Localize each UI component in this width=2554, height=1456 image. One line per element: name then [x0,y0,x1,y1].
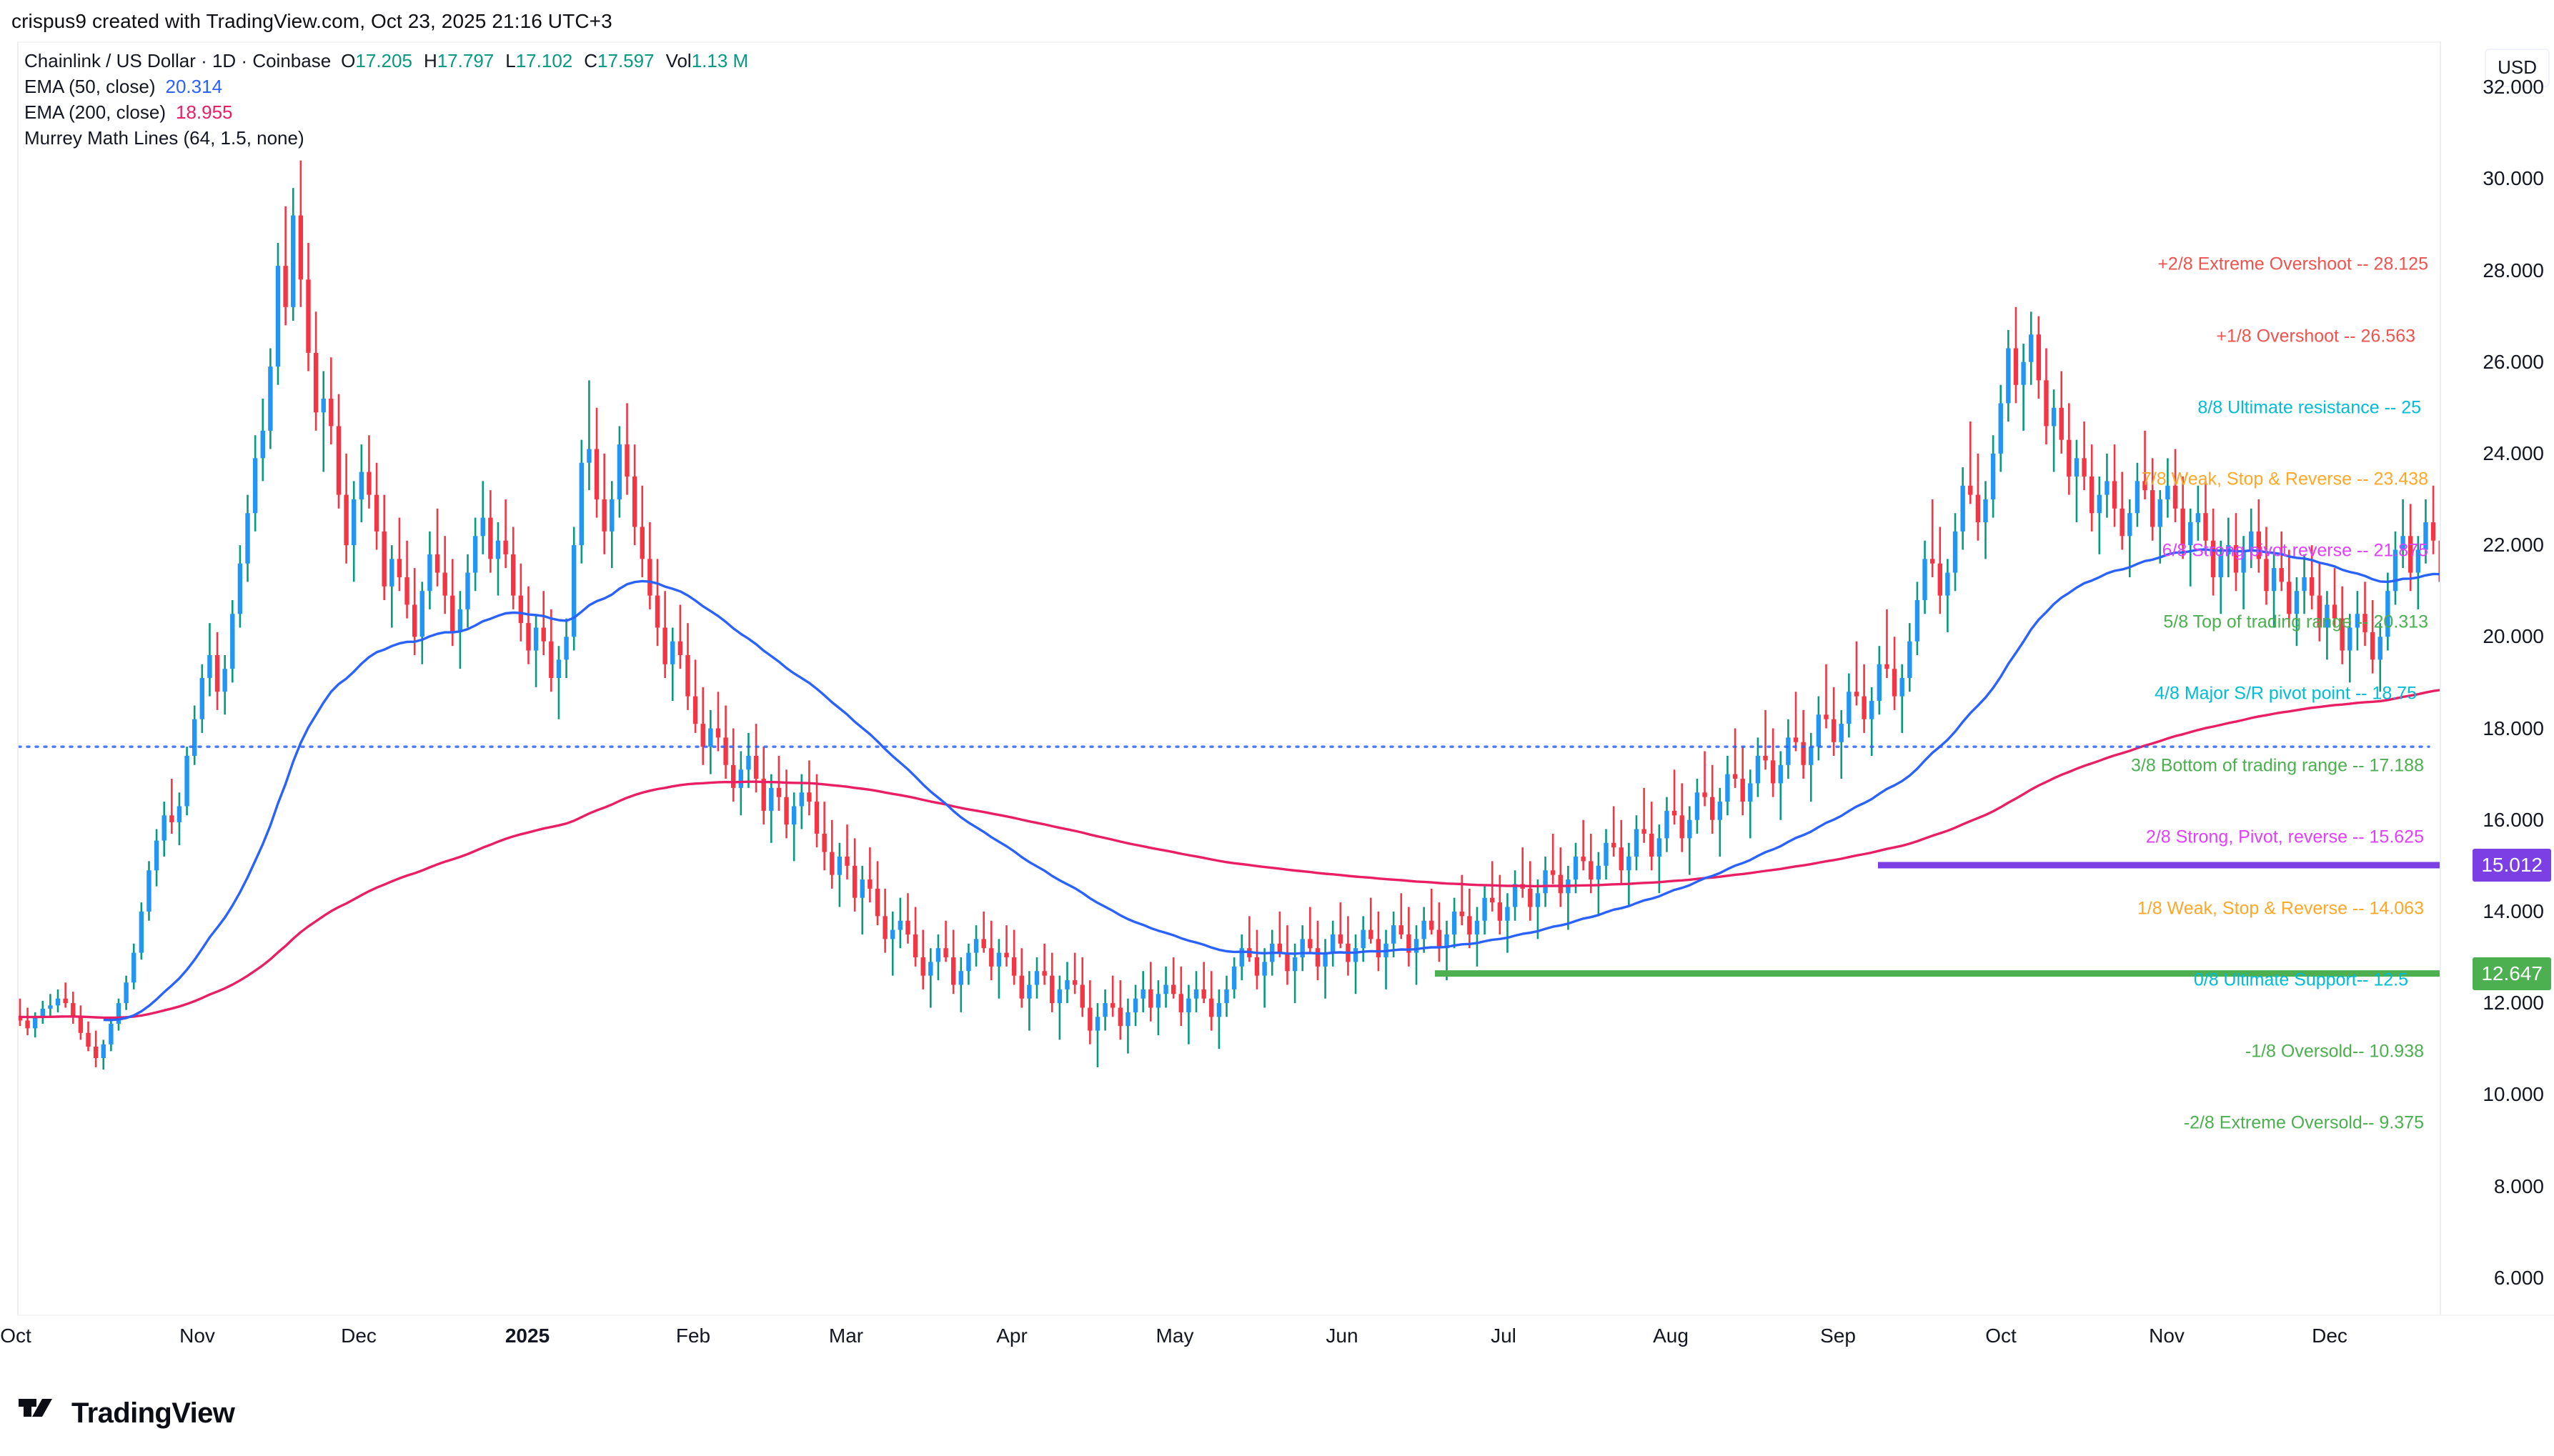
time-axis[interactable]: Oct Nov Dec 2025 Feb Mar Apr May Jun Jul Aug Sep Oct… [0,1315,2554,1362]
ohlc-item: L17.102 [505,50,572,72]
price-tick: 20.000 [2483,625,2544,648]
ohlc-value: 17.205 [355,50,412,71]
murrey-level-label: 5/8 Top of trading range -- 20.313 [2163,612,2428,632]
murrey-level-label: 6/8 Strong pivot reverse -- 21.875 [2162,540,2428,561]
ohlc-item: H17.797 [424,50,494,72]
legend-symbol-row[interactable]: Chainlink / US Dollar · 1D · Coinbase O17… [24,50,760,74]
price-tick: 26.000 [2483,350,2544,373]
ohlc-value: 17.102 [515,50,573,71]
time-tick: Mar [828,1325,864,1347]
ohlc-item: C17.597 [584,50,654,72]
murrey-level-label: +1/8 Overshoot -- 26.563 [2216,326,2415,346]
time-tick: May [1156,1325,1194,1347]
ohlc-values: O17.205 H17.797 L17.102 C17.597 Vol1.13 M [341,50,760,72]
price-tick: 16.000 [2483,808,2544,831]
ema-200-line [19,689,2440,1019]
price-tick: 30.000 [2483,167,2544,190]
price-tick: 18.000 [2483,717,2544,739]
price-tick: 6.000 [2493,1266,2544,1289]
murrey-level-label: 8/8 Ultimate resistance -- 25 [2197,397,2421,418]
ohlc-key: H [423,50,437,71]
price-tick: 14.000 [2483,899,2544,922]
tradingview-logo-text: TradingView [71,1397,235,1429]
attribution-text: crispus9 created with TradingView.com, O… [11,10,612,32]
price-level-badge[interactable]: 15.012 [2473,849,2551,882]
ohlc-key: O [341,50,356,71]
price-tick: 32.000 [2483,76,2544,99]
price-tick: 28.000 [2483,259,2544,281]
murrey-level-label: 3/8 Bottom of trading range -- 17.188 [2131,755,2424,776]
murrey-level-label: +2/8 Extreme Overshoot -- 28.125 [2157,254,2428,274]
price-tick: 24.000 [2483,442,2544,464]
ohlc-value: 17.797 [437,50,495,71]
indicator-name: EMA (200, close) [24,101,166,123]
currency-badge[interactable]: USD [2485,49,2550,87]
time-tick: Nov [179,1325,215,1347]
ohlc-key: L [505,50,516,71]
price-tick: 10.000 [2483,1083,2544,1106]
murrey-level-label: 0/8 Ultimate Support-- 12.5 [2193,969,2408,990]
time-tick: Jun [1326,1325,1358,1347]
ohlc-key: C [584,50,598,71]
indicator-name: EMA (50, close) [24,76,156,97]
ema-50-line [103,548,2440,1022]
legend-indicator-row[interactable]: Murrey Math Lines (64, 1.5, none) [24,127,760,151]
tradingview-footer[interactable]: TradingView [19,1397,235,1430]
murrey-level-label: 7/8 Weak, Stop & Reverse -- 23.438 [2141,469,2428,489]
ohlc-key: Vol [665,50,692,71]
price-chart-plot[interactable] [19,43,2440,1313]
time-tick: Jul [1491,1325,1516,1347]
time-tick: Oct [1985,1325,2017,1347]
indicator-value: 18.955 [175,101,233,123]
murrey-level-label: -1/8 Oversold-- 10.938 [2245,1041,2424,1062]
murrey-level-label: -2/8 Extreme Oversold-- 9.375 [2183,1112,2424,1133]
legend-indicator-row[interactable]: EMA (50, close) 20.314 [24,76,760,100]
price-level-badge[interactable]: 12.647 [2473,957,2551,990]
time-tick: Dec [341,1325,377,1347]
symbol-title: Chainlink / US Dollar · 1D · Coinbase [24,50,332,71]
ohlc-value: 17.597 [597,50,655,71]
price-tick: 22.000 [2483,534,2544,557]
chart-frame [17,41,2554,1315]
chart-legend: Chainlink / US Dollar · 1D · Coinbase O17… [24,50,760,151]
ohlc-item: Vol1.13 M [666,50,749,72]
price-tick: 8.000 [2493,1175,2544,1197]
price-tick: 12.000 [2483,992,2544,1014]
time-tick: Apr [996,1325,1028,1347]
murrey-level-label: 4/8 Major S/R pivot point -- 18.75 [2155,683,2417,704]
tradingview-logo-icon [19,1397,60,1430]
time-tick: Oct [0,1325,31,1347]
ohlc-item: O17.205 [341,50,412,72]
time-tick: Sep [1820,1325,1856,1347]
ohlc-value: 1.13 M [691,50,749,71]
price-axis[interactable]: USD 32.000 30.000 28.000 26.000 24.000 22.000 2… [2440,41,2554,1315]
candlestick-series [19,160,2440,1070]
time-tick: Aug [1653,1325,1689,1347]
murrey-level-label: 1/8 Weak, Stop & Reverse -- 14.063 [2137,898,2424,919]
time-tick: 2025 [505,1325,550,1347]
indicator-value: 20.314 [165,76,223,97]
murrey-level-label: 2/8 Strong, Pivot, reverse -- 15.625 [2145,827,2424,847]
time-tick: Feb [675,1325,711,1347]
indicator-name: Murrey Math Lines (64, 1.5, none) [24,127,304,149]
time-tick: Nov [2149,1325,2185,1347]
legend-indicator-row[interactable]: EMA (200, close) 18.955 [24,101,760,126]
time-tick: Dec [2312,1325,2347,1347]
